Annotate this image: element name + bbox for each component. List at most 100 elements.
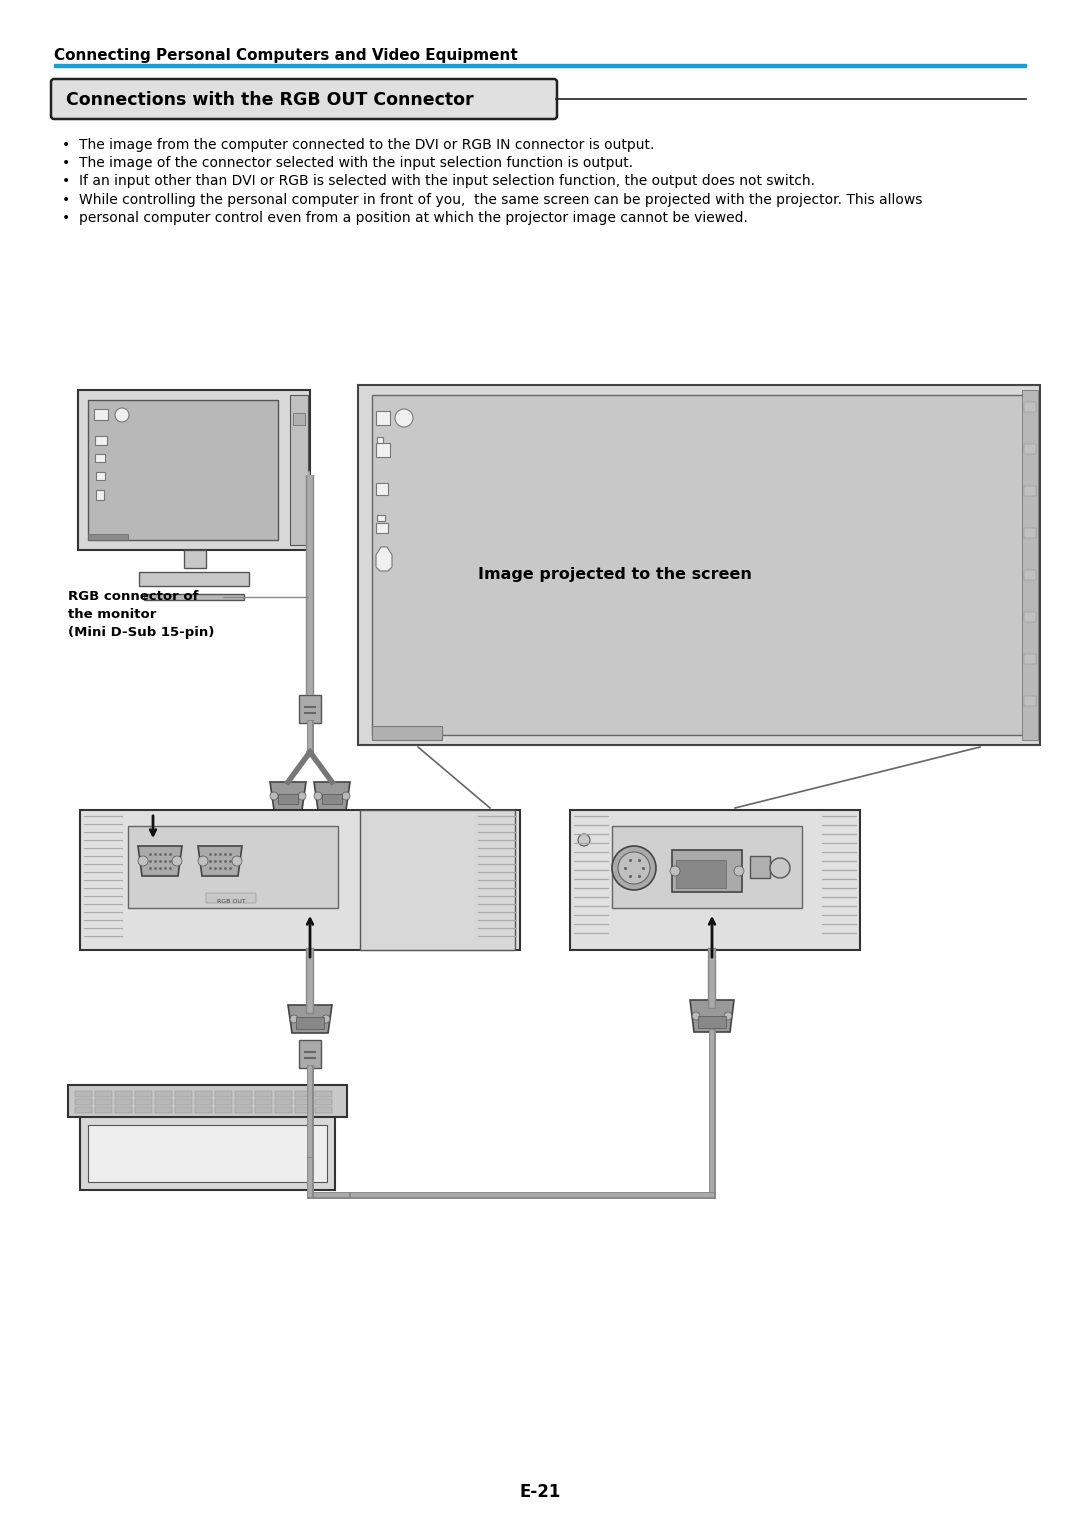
Bar (156, 1106, 172, 1112)
Bar (315, 1106, 332, 1112)
Bar (75, 1091, 92, 1097)
Circle shape (114, 407, 129, 423)
Text: Image projected to the screen: Image projected to the screen (478, 568, 752, 583)
Bar (80, 810, 519, 951)
Bar (295, 1099, 312, 1105)
Circle shape (342, 792, 350, 800)
Text: •: • (62, 174, 70, 188)
Bar (315, 1091, 332, 1097)
Bar (75, 1099, 92, 1105)
Bar (114, 1091, 132, 1097)
Bar (195, 1106, 212, 1112)
Bar (156, 1091, 172, 1097)
Bar (372, 726, 442, 740)
Bar (215, 1099, 232, 1105)
Bar (275, 1106, 292, 1112)
Bar (135, 1106, 152, 1112)
Bar (1024, 401, 1036, 412)
Bar (278, 794, 298, 804)
Bar (135, 1091, 152, 1097)
Bar (184, 549, 206, 568)
Bar (322, 794, 342, 804)
Text: If an input other than DVI or RGB is selected with the input selection function,: If an input other than DVI or RGB is sel… (79, 174, 815, 188)
Bar (293, 414, 305, 426)
Bar (139, 572, 249, 586)
Bar (1024, 444, 1036, 455)
Bar (377, 436, 383, 443)
Bar (672, 850, 742, 893)
Bar (215, 1106, 232, 1112)
Bar (1024, 696, 1036, 707)
Circle shape (270, 792, 278, 800)
Bar (1024, 612, 1036, 623)
Text: RGB OUT: RGB OUT (217, 899, 245, 903)
Bar (299, 694, 321, 723)
Polygon shape (314, 781, 350, 810)
Bar (95, 1091, 112, 1097)
Bar (144, 594, 244, 600)
Text: RGB connector of
the monitor
(Mini D-Sub 15-pin): RGB connector of the monitor (Mini D-Sub… (68, 591, 214, 639)
Bar (255, 1091, 272, 1097)
Circle shape (172, 856, 183, 865)
Text: The image from the computer connected to the DVI or RGB IN connector is output.: The image from the computer connected to… (79, 137, 654, 153)
Bar (195, 1091, 212, 1097)
Bar (698, 1016, 726, 1029)
Circle shape (298, 792, 306, 800)
Bar (96, 472, 105, 481)
Bar (94, 409, 108, 420)
Bar (570, 810, 860, 951)
Circle shape (618, 852, 650, 884)
Circle shape (612, 845, 656, 890)
Text: •: • (62, 192, 70, 208)
Bar (291, 395, 308, 545)
Text: •: • (62, 211, 70, 224)
Bar (1024, 571, 1036, 580)
Bar (54, 64, 1026, 67)
Polygon shape (360, 810, 515, 951)
Bar (156, 1099, 172, 1105)
Circle shape (724, 1012, 732, 1019)
Bar (315, 1099, 332, 1105)
Bar (275, 1091, 292, 1097)
Bar (750, 856, 770, 877)
Bar (206, 893, 256, 903)
Circle shape (734, 865, 744, 876)
Bar (296, 1016, 324, 1029)
Bar (295, 1106, 312, 1112)
Bar (87, 1125, 327, 1183)
Bar (235, 1099, 252, 1105)
Bar (376, 443, 390, 456)
Text: Connecting Personal Computers and Video Equipment: Connecting Personal Computers and Video … (54, 47, 517, 63)
Bar (1024, 528, 1036, 539)
Bar (175, 1106, 192, 1112)
Polygon shape (376, 546, 392, 571)
Bar (135, 1099, 152, 1105)
Bar (215, 1091, 232, 1097)
Polygon shape (198, 845, 242, 876)
Bar (235, 1091, 252, 1097)
Bar (612, 826, 802, 908)
Bar (175, 1091, 192, 1097)
Bar (87, 534, 129, 540)
Bar (96, 490, 104, 501)
Bar (255, 1106, 272, 1112)
Circle shape (578, 835, 590, 845)
Bar (676, 861, 726, 888)
FancyBboxPatch shape (51, 79, 557, 119)
Bar (235, 1106, 252, 1112)
Bar (1024, 655, 1036, 664)
Bar (95, 436, 107, 446)
Bar (299, 1041, 321, 1068)
Bar (87, 400, 278, 540)
Bar (114, 1106, 132, 1112)
Bar (195, 1099, 212, 1105)
Circle shape (692, 1012, 700, 1019)
Circle shape (291, 1015, 298, 1022)
Circle shape (138, 856, 148, 865)
Bar (95, 1099, 112, 1105)
Polygon shape (288, 1006, 332, 1033)
Bar (95, 455, 105, 462)
Text: personal computer control even from a position at which the projector image cann: personal computer control even from a po… (79, 211, 747, 224)
Bar (295, 1091, 312, 1097)
Bar (80, 1116, 335, 1190)
